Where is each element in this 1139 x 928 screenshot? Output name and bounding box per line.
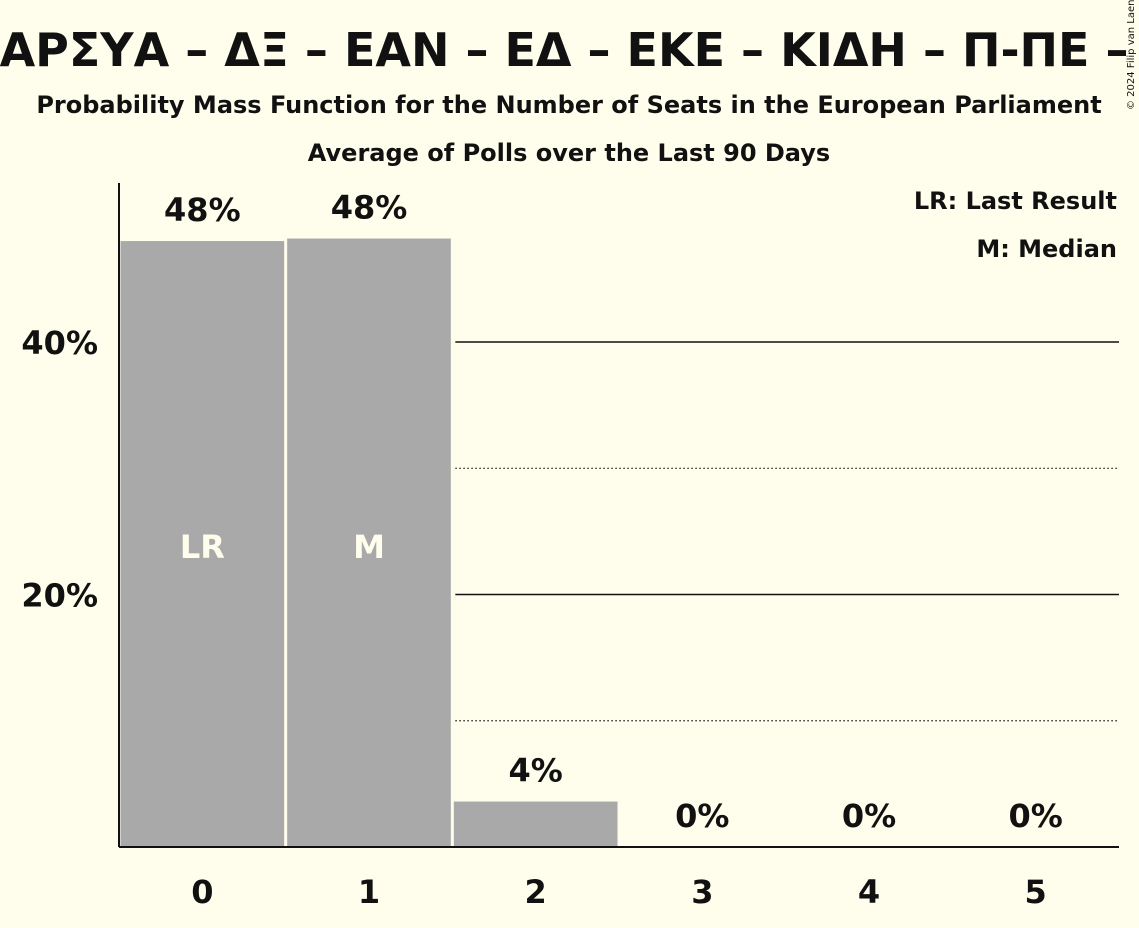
bar xyxy=(120,241,285,848)
x-tick-label: 1 xyxy=(358,873,380,911)
value-label: 48% xyxy=(331,189,408,227)
x-tick-label: 4 xyxy=(858,873,880,911)
x-tick-label: 2 xyxy=(525,873,547,911)
bars xyxy=(120,238,618,848)
value-label: 48% xyxy=(164,191,241,229)
value-label: 4% xyxy=(509,752,563,790)
bar xyxy=(287,238,451,848)
x-tick-label: 3 xyxy=(691,873,713,911)
bar xyxy=(453,801,618,847)
value-label: 0% xyxy=(675,797,729,835)
x-tick-label: 5 xyxy=(1025,873,1047,911)
copyright-notice: © 2024 Filip van Laenen xyxy=(1126,0,1137,110)
value-label: 0% xyxy=(1009,797,1063,835)
bar-annotation: M xyxy=(353,528,385,566)
gridlines xyxy=(455,341,1119,722)
chart-title: ΑΝΤΑΡΣΥΑ – ΔΞ – ΕΑΝ – ΕΔ – ΕΚΕ – ΚΙΔΗ – … xyxy=(0,23,1139,77)
chart-subtitle: Probability Mass Function for the Number… xyxy=(36,91,1101,119)
legend-median: M: Median xyxy=(976,235,1117,263)
bar-annotation: LR xyxy=(180,528,225,566)
y-tick-label: 20% xyxy=(21,577,98,615)
legend-last-result: LR: Last Result xyxy=(914,187,1117,215)
x-tick-label: 0 xyxy=(191,873,213,911)
y-tick-label: 40% xyxy=(21,324,98,362)
value-label: 0% xyxy=(842,797,896,835)
chart-subtitle-2: Average of Polls over the Last 90 Days xyxy=(308,139,830,167)
